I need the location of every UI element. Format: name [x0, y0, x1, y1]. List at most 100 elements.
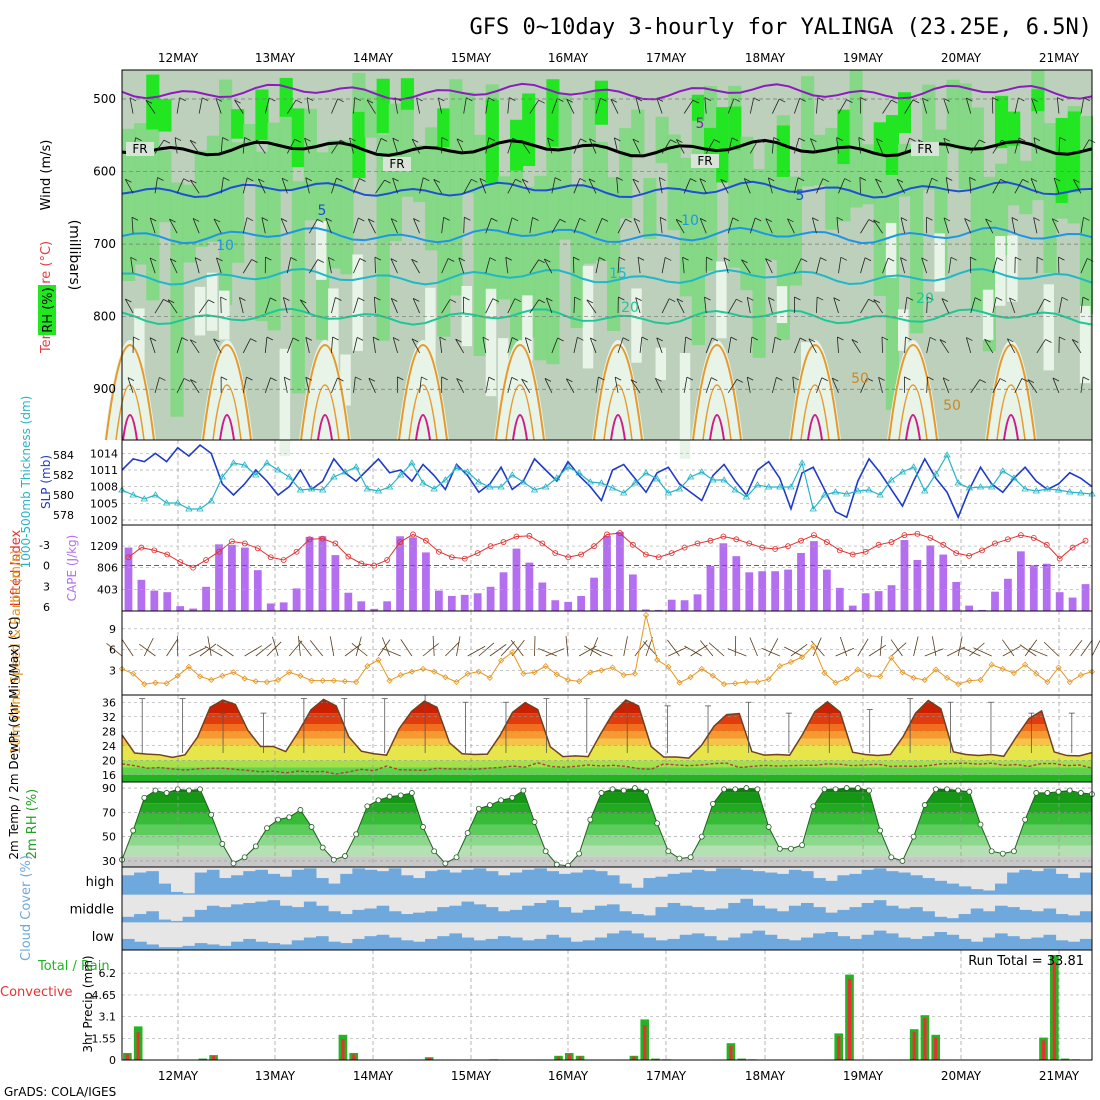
- wind-barb-feather: [704, 296, 711, 301]
- wind-barb-feather: [456, 378, 463, 382]
- rh-marker: [1033, 790, 1040, 796]
- rh-shade-cell: [279, 77, 293, 117]
- wind-barb: [456, 138, 465, 154]
- wind-barb: [154, 377, 160, 393]
- cloud-cell-high: [752, 871, 766, 895]
- wind-marker: [865, 672, 873, 679]
- wind-barb: [573, 218, 581, 234]
- wind-barb: [353, 297, 359, 314]
- wind-barb-feather: [950, 256, 958, 261]
- precip-conv-bar: [1041, 1040, 1046, 1060]
- wind-barb-feather: [455, 338, 462, 343]
- rh-contour-high: [317, 414, 333, 441]
- cloud-cell-high: [376, 871, 390, 895]
- wind-barb-feather: [1059, 336, 1066, 341]
- date-label-bottom: 21MAY: [1039, 1069, 1080, 1083]
- wind-barb-feather: [768, 297, 775, 301]
- wind-barb-feather: [970, 256, 977, 261]
- wind-barb-feather: [183, 178, 190, 183]
- wind-barb-10m: [727, 648, 747, 657]
- contour-label: 20: [621, 300, 639, 316]
- rh-marker: [308, 824, 315, 830]
- wind-barb-10m: [645, 636, 653, 657]
- thickness-marker: [1010, 474, 1018, 481]
- wind-barb: [749, 217, 756, 234]
- wind-barb-feather: [281, 177, 289, 182]
- cloud-cell-mid: [449, 905, 462, 923]
- wind-barb-feather: [969, 177, 976, 181]
- date-label-top: 19MAY: [843, 51, 884, 65]
- cloud-cell-low: [873, 930, 887, 950]
- wind-barb: [149, 257, 156, 274]
- li-marker: [138, 544, 145, 551]
- wind-barb-feather: [875, 178, 882, 183]
- cloud-cell-low: [485, 938, 499, 950]
- thickness-marker: [631, 479, 639, 486]
- thickness-marker: [976, 483, 985, 490]
- wind-barb: [810, 138, 817, 154]
- cloud-cell-mid: [206, 905, 220, 923]
- rh-shade-cell: [643, 178, 657, 239]
- cape-bar: [926, 545, 935, 611]
- cape-bar: [447, 595, 456, 611]
- cloud-cell-high: [861, 869, 875, 895]
- wind-barb-feather: [618, 256, 626, 261]
- cape-bar: [525, 562, 534, 611]
- rh-shade-cell: [546, 79, 560, 147]
- wind-barb: [610, 99, 619, 114]
- li-marker: [862, 548, 869, 555]
- wind-barb: [704, 297, 707, 314]
- wind-barb: [145, 100, 156, 114]
- thickness-marker: [586, 478, 594, 485]
- li-marker: [267, 554, 274, 561]
- rh-shade-cell: [546, 126, 560, 365]
- wind-barb-feather: [269, 97, 276, 102]
- thickness-marker: [318, 486, 327, 493]
- thickness-marker: [218, 473, 227, 480]
- rh-shade-cell: [813, 134, 827, 186]
- cape-bar: [163, 592, 172, 611]
- precip-conv-bar: [912, 1032, 916, 1060]
- wind-barb-feather: [670, 139, 677, 144]
- rh-marker: [353, 831, 360, 838]
- cloud-cell-high: [570, 872, 584, 895]
- wind-barb-feather: [868, 219, 875, 223]
- li-marker: [254, 545, 261, 552]
- wind-barb-feather: [741, 259, 748, 264]
- rh-marker: [464, 830, 471, 836]
- cloud-cell-high: [546, 871, 559, 895]
- cloud-cell-mid: [352, 909, 365, 923]
- wind-barb-feather: [686, 376, 694, 381]
- cape-bar: [318, 536, 327, 611]
- wind-barb-10m: [708, 642, 725, 657]
- wind-barb: [705, 139, 715, 154]
- rh-marker: [197, 786, 203, 793]
- wind-barb-feather: [713, 139, 721, 143]
- wind-barb-feather: [129, 97, 137, 102]
- wind-barb: [904, 336, 906, 353]
- cape-bar: [1029, 565, 1038, 611]
- li-marker: [565, 554, 572, 561]
- rh-band: [122, 803, 1092, 814]
- wind-barb-feather: [463, 296, 470, 301]
- wind-barb: [837, 336, 839, 353]
- wind-barb-feather: [222, 137, 229, 141]
- wind-barb-feather: [1058, 256, 1065, 261]
- wind-barb-feather: [1052, 218, 1059, 223]
- cloud-cell-low: [643, 937, 656, 950]
- wind-barb-feather: [1083, 97, 1090, 102]
- thickness-marker: [1043, 485, 1052, 492]
- wind-barb-feather: [927, 376, 934, 381]
- wind-barb-feather: [190, 179, 197, 184]
- wind-barb: [727, 337, 732, 354]
- rh-shade-cell: [328, 140, 342, 269]
- li-marker: [229, 538, 235, 545]
- wind-barb-feather: [922, 97, 929, 102]
- thickness-marker: [140, 495, 149, 502]
- cloud-cell-mid: [607, 904, 620, 923]
- wind-barb: [794, 98, 800, 114]
- wind-barb: [412, 298, 420, 314]
- li-marker: [901, 532, 908, 539]
- wind-barb-10m: [868, 644, 887, 657]
- rh-shade-cell: [885, 170, 899, 410]
